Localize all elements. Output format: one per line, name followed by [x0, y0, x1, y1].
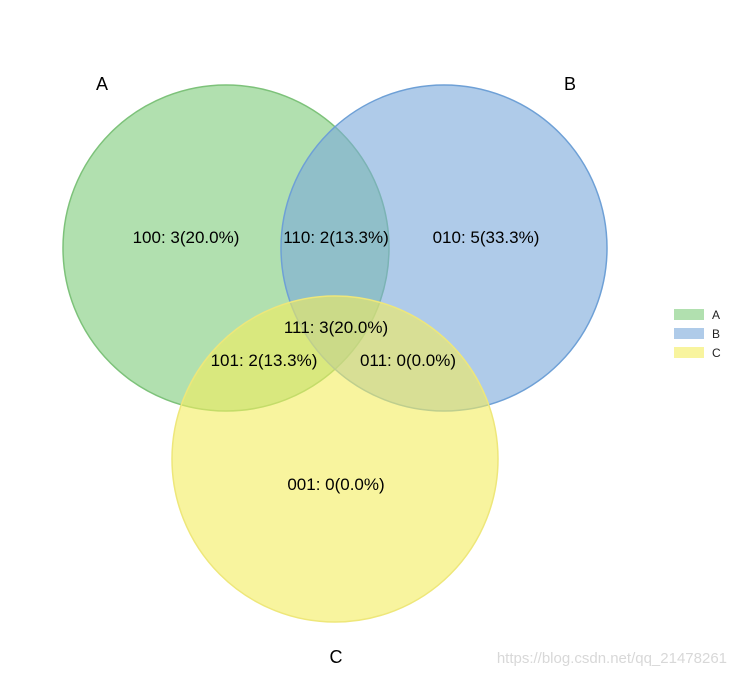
legend-swatch-c [674, 347, 704, 358]
region-label-010: 010: 5(33.3%) [433, 228, 540, 247]
set-label-a: A [96, 74, 108, 94]
region-label-100: 100: 3(20.0%) [133, 228, 240, 247]
legend-label-b: B [712, 327, 720, 341]
region-label-011: 011: 0(0.0%) [360, 351, 456, 370]
legend-label-a: A [712, 308, 720, 322]
region-label-101: 101: 2(13.3%) [211, 351, 318, 370]
region-label-110: 110: 2(13.3%) [283, 228, 389, 247]
watermark-text: https://blog.csdn.net/qq_21478261 [497, 650, 727, 667]
legend: A B C [674, 308, 721, 360]
region-label-001: 001: 0(0.0%) [287, 475, 384, 494]
set-label-c: C [330, 647, 343, 667]
legend-swatch-b [674, 328, 704, 339]
set-label-b: B [564, 74, 576, 94]
legend-swatch-a [674, 309, 704, 320]
legend-label-c: C [712, 346, 721, 360]
region-label-111: 111: 3(20.0%) [284, 318, 388, 337]
circle-c [171, 295, 499, 623]
